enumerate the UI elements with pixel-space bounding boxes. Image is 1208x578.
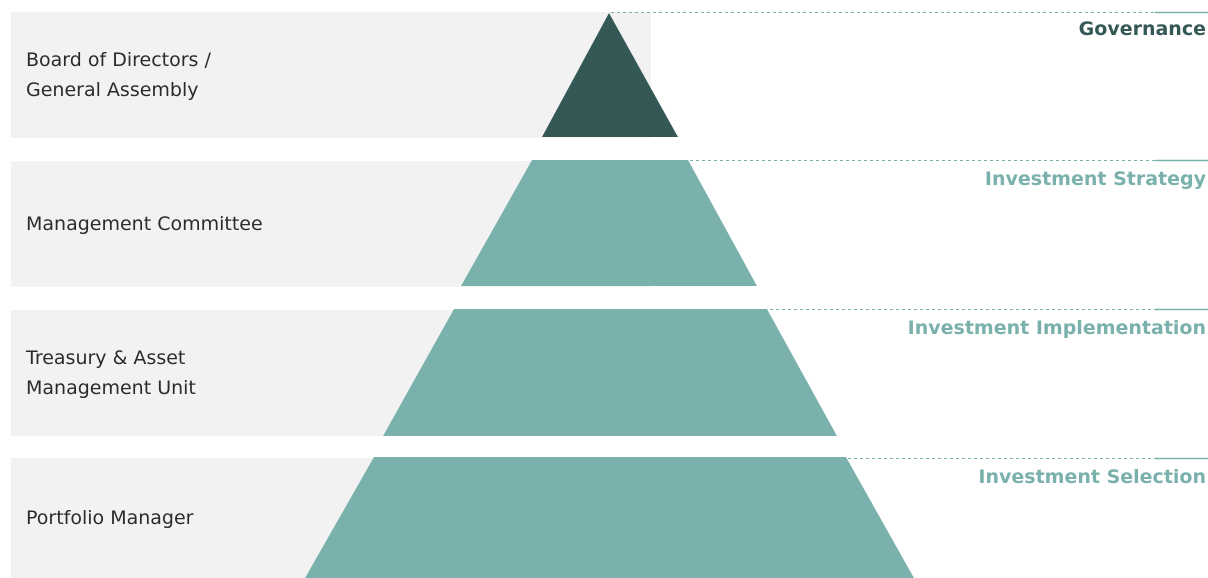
pyramid-tier-strategy xyxy=(461,160,757,286)
pyramid-tier-implementation xyxy=(383,309,837,436)
level-label-governance: Governance xyxy=(1078,18,1206,40)
pyramid-tier-selection xyxy=(305,457,914,578)
role-label-management-committee: Management Committee xyxy=(26,213,263,235)
pyramid-tier-governance xyxy=(542,13,678,137)
role-label-treasury-unit: Treasury & Asset Management Unit xyxy=(26,347,196,399)
tier-band-governance xyxy=(11,12,651,138)
level-label-strategy: Investment Strategy xyxy=(984,168,1206,190)
level-label-implementation: Investment Implementation xyxy=(907,317,1206,339)
level-label-selection: Investment Selection xyxy=(978,466,1206,488)
role-label-board: Board of Directors / General Assembly xyxy=(26,49,211,101)
role-label-portfolio-manager: Portfolio Manager xyxy=(26,507,194,529)
